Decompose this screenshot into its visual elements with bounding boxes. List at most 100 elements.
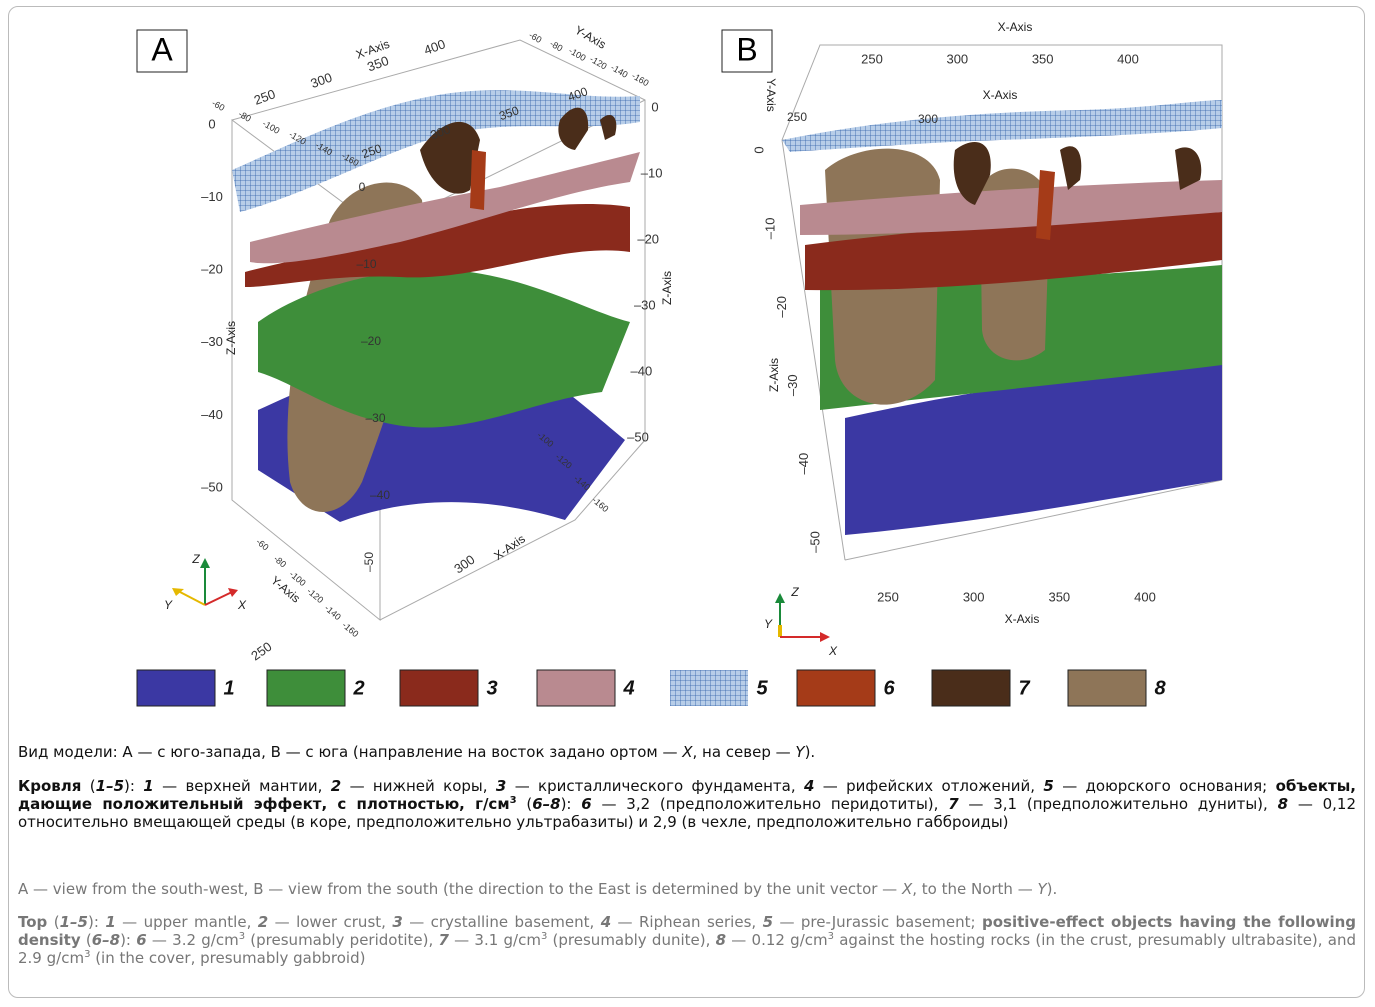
caption-run: (in the cover, presumably gabbroid) [90, 949, 365, 967]
legend-label: 4 [622, 677, 634, 699]
caption-run: ( [81, 777, 95, 795]
tick-label: 300 [309, 70, 335, 92]
caption-run: 8 [1278, 795, 1288, 813]
tick-label: –50 [627, 429, 649, 444]
tick-label: -120 [305, 586, 325, 605]
tick-label: –10 [763, 218, 778, 240]
tick-label: –50 [807, 531, 822, 553]
caption-run: — нижней коры, [341, 777, 496, 795]
tick-label: 400 [1134, 589, 1156, 604]
caption-run: Кровля [18, 777, 81, 795]
caption-run: — 3.2 g/cm [147, 931, 239, 949]
tick-label: -80 [237, 109, 253, 124]
legend-swatch [400, 670, 478, 706]
tick-label: –20 [361, 334, 381, 348]
caption-en-2: Top (1–5): 1 — upper mantle, 2 — lower c… [18, 913, 1356, 967]
legend-label: 6 [883, 677, 895, 699]
caption-run: 4 [601, 913, 611, 931]
triad-label: X [237, 598, 247, 612]
triad-label: Y [764, 617, 773, 631]
caption-run: 6 [136, 931, 146, 949]
triad-label: Y [164, 598, 173, 612]
tick-label: -100 [261, 118, 282, 136]
caption-run: — 3,1 (предположительно дуниты), [959, 795, 1278, 813]
tick-label: –20 [201, 262, 223, 277]
tick-label: –30 [365, 411, 385, 425]
axis-triad [172, 558, 830, 642]
legend-label: 5 [756, 677, 768, 699]
caption-run: — Riphean series, [611, 913, 762, 931]
tick-label: –50 [362, 552, 376, 572]
tick-label: 0 [751, 146, 766, 153]
tick-label: –30 [634, 297, 656, 312]
tick-label: -60 [254, 537, 270, 553]
tick-label: -60 [210, 98, 226, 113]
tick-label: –20 [637, 231, 659, 246]
legend-swatch [537, 670, 615, 706]
legend-label: 2 [352, 677, 364, 699]
legend-label: 3 [486, 677, 497, 699]
caption-run: — 0.12 g/cm [726, 931, 828, 949]
caption-run: — 3.1 g/cm [449, 931, 541, 949]
legend-swatch [1068, 670, 1146, 706]
tick-label: -80 [272, 554, 288, 570]
triad-label: Z [191, 552, 200, 566]
tick-label: 250 [248, 639, 274, 664]
caption-run: 5 [1043, 777, 1053, 795]
caption-run: 5 [763, 913, 773, 931]
caption-run: 2 [331, 777, 341, 795]
caption-run: ). [1047, 880, 1058, 898]
tick-label: 300 [918, 112, 938, 126]
tick-label: 300 [946, 51, 968, 66]
caption-run: 6–8 [532, 795, 560, 813]
tick-label: –50 [201, 479, 223, 494]
caption-run: — lower crust, [268, 913, 392, 931]
caption-run: 7 [438, 931, 448, 949]
legend-label: 7 [1018, 677, 1030, 699]
caption-run: ): [120, 931, 136, 949]
tick-label: –40 [370, 488, 390, 502]
caption-run: — кристаллического фундамента, [506, 777, 804, 795]
panel-label: B [736, 31, 757, 67]
caption-run: ): [561, 795, 582, 813]
caption-run: ( [47, 913, 59, 931]
tick-label: 300 [963, 589, 985, 604]
caption-run: X [682, 743, 692, 761]
caption-run: ( [517, 795, 533, 813]
tick-label: -120 [588, 54, 609, 72]
triad-label: Z [790, 585, 799, 599]
caption-en-1: A — view from the south-west, B — view f… [18, 880, 1356, 898]
caption-run: ): [124, 777, 143, 795]
tick-label: -100 [567, 45, 588, 63]
caption-run: 7 [948, 795, 958, 813]
axis-title: Y-Axis [572, 23, 608, 52]
tick-label: 250 [877, 589, 899, 604]
caption-run: (presumably peridotite), [245, 931, 438, 949]
caption-run: — crystalline basement, [403, 913, 601, 931]
legend-swatch [932, 670, 1010, 706]
legend-swatch [797, 670, 875, 706]
caption-run: — pre-Jurassic basement; [773, 913, 982, 931]
tick-label: –30 [785, 374, 800, 396]
caption-run: — верхней мантии, [154, 777, 331, 795]
caption-run: — рифейских отложений, [814, 777, 1043, 795]
caption-run: 1 [105, 913, 115, 931]
caption-run: 1 [143, 777, 153, 795]
tick-label: –10 [356, 257, 376, 271]
axis-title: Y-Axis [764, 78, 778, 112]
caption-run: 6 [581, 795, 591, 813]
tick-label: –40 [631, 363, 653, 378]
tick-label: 350 [1032, 51, 1054, 66]
caption-run: — доюрского основания; [1054, 777, 1276, 795]
caption-run: 4 [804, 777, 814, 795]
legend-label: 8 [1154, 677, 1166, 699]
tick-label: 0 [359, 180, 366, 194]
tick-label: -160 [630, 71, 651, 89]
figure: A B 250300350400-60-80-100-120-140-160-6… [0, 0, 1375, 730]
tick-label: –30 [201, 334, 223, 349]
caption-run: — upper mantle, [116, 913, 258, 931]
caption-run: — 3,2 (предположительно перидотиты), [592, 795, 948, 813]
tick-label: 0 [208, 116, 215, 131]
tick-label: -140 [323, 603, 343, 622]
legend-swatch [267, 670, 345, 706]
